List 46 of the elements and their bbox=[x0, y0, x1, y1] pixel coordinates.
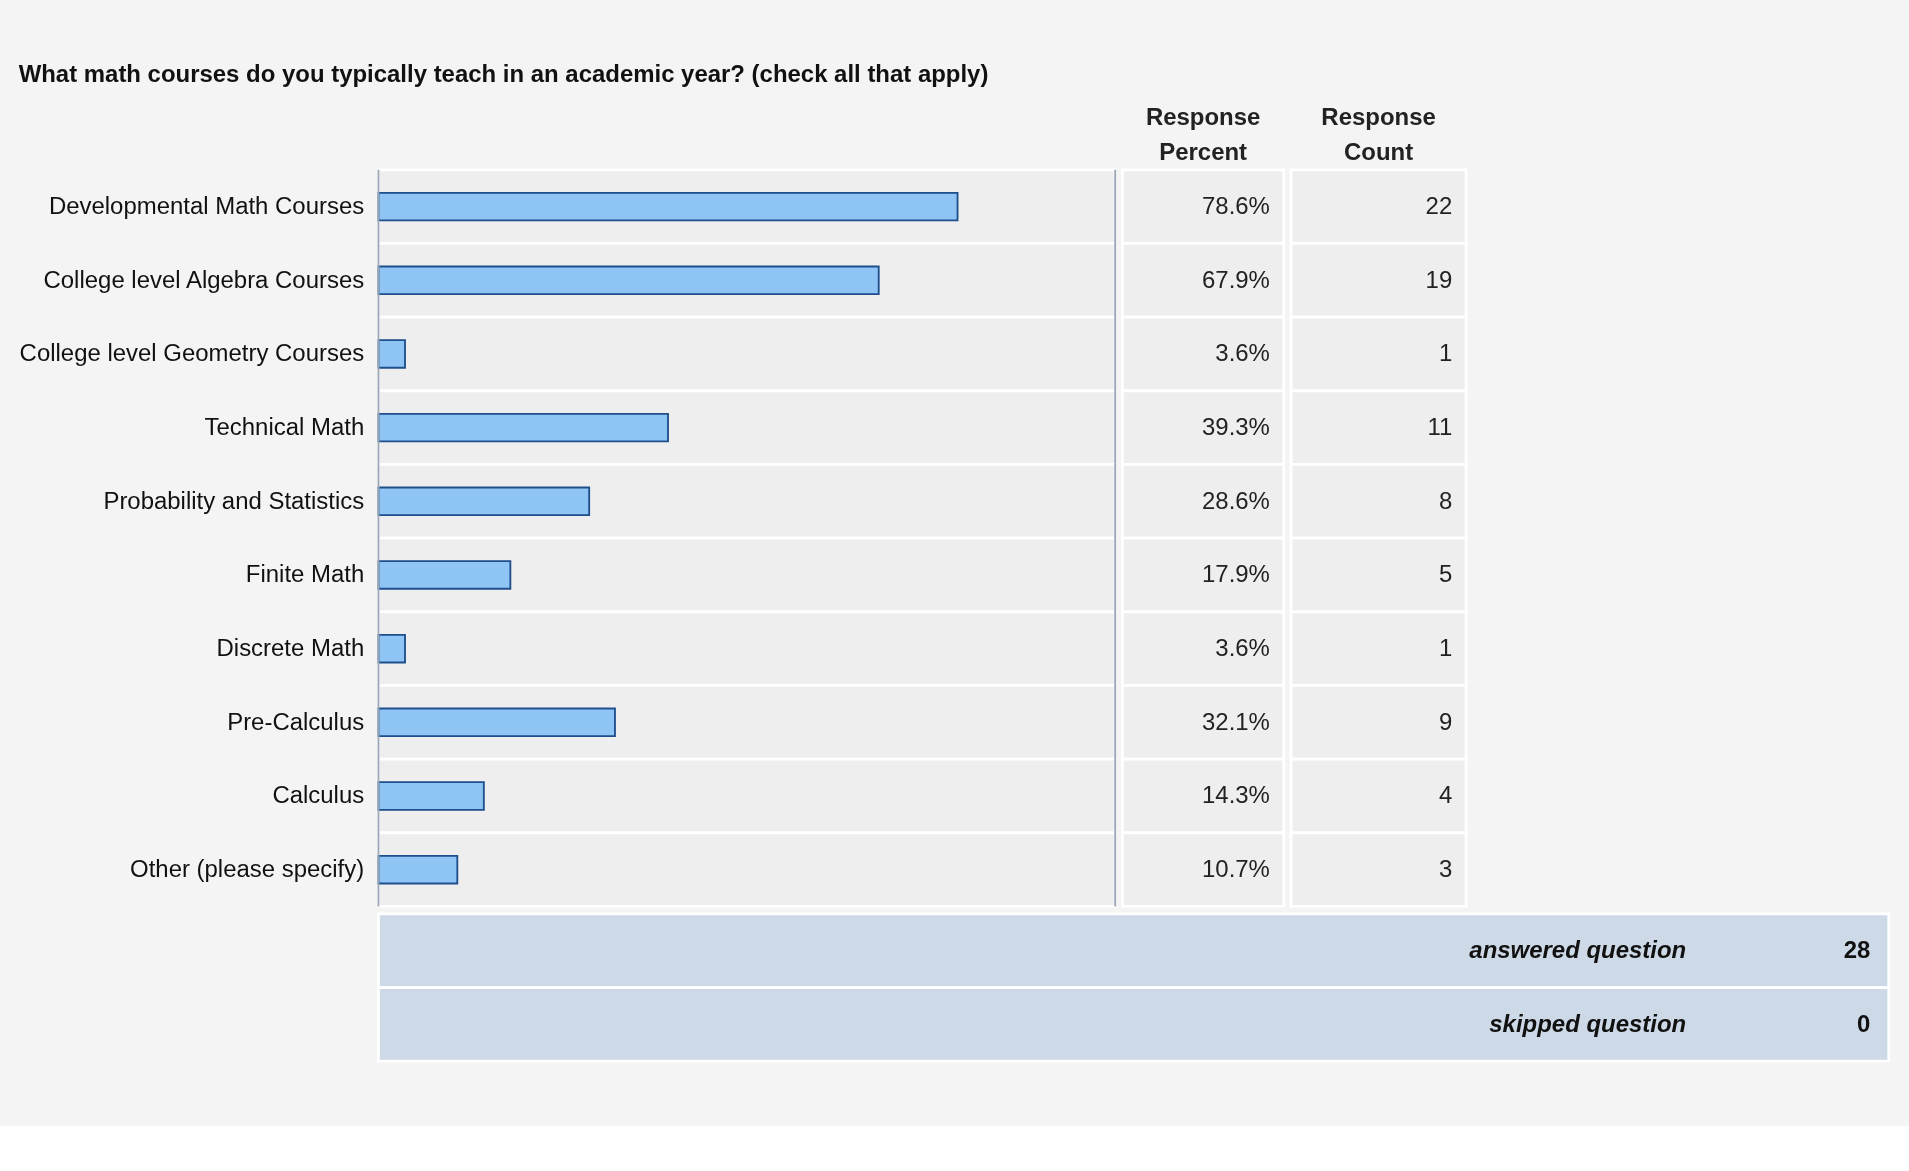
bar bbox=[377, 486, 591, 517]
bar bbox=[377, 707, 616, 738]
text: skipped question bbox=[1489, 1009, 1687, 1037]
data-label: 39.3% bbox=[1202, 413, 1270, 440]
bar bbox=[377, 854, 459, 885]
bar bbox=[377, 265, 880, 296]
text: 9 bbox=[1438, 707, 1453, 735]
y-tick-label: Developmental Math Courses bbox=[48, 191, 365, 219]
y-tick-label: College level Geometry Courses bbox=[19, 339, 365, 367]
data-label: 32.1% bbox=[1202, 707, 1270, 735]
bar bbox=[377, 339, 406, 369]
y-tick-label: Other (please specify) bbox=[130, 855, 365, 883]
data-label: 3.6% bbox=[1215, 634, 1270, 662]
text: 19 bbox=[1425, 265, 1453, 293]
chart-title: What math courses do you typically teach in an academic year? (check all that apply) bbox=[18, 60, 989, 88]
bar bbox=[377, 633, 406, 664]
data-label: 3.6% bbox=[1215, 339, 1270, 367]
data-label: 10.7% bbox=[1202, 855, 1270, 883]
y-tick-label: Discrete Math bbox=[216, 634, 365, 662]
text: 4 bbox=[1438, 781, 1453, 809]
data-label: 28.6% bbox=[1202, 486, 1270, 514]
y-tick-label: Probability and Statistics bbox=[103, 486, 365, 514]
y-tick-label: Pre-Calculus bbox=[227, 707, 365, 735]
bar bbox=[377, 560, 512, 590]
text: 0 bbox=[1856, 1009, 1871, 1037]
text: 11 bbox=[1427, 413, 1453, 440]
data-label: 14.3% bbox=[1202, 781, 1270, 809]
text: answered question bbox=[1469, 936, 1687, 964]
data-label: 67.9% bbox=[1202, 265, 1270, 293]
y-tick-label: College level Algebra Courses bbox=[43, 265, 365, 293]
bar bbox=[377, 781, 485, 811]
data-label: 17.9% bbox=[1202, 560, 1270, 588]
bar bbox=[377, 412, 669, 443]
data-label: 78.6% bbox=[1202, 191, 1270, 219]
text: Response Percent bbox=[1145, 103, 1261, 166]
text: 22 bbox=[1425, 191, 1453, 219]
text: 1 bbox=[1438, 634, 1453, 662]
y-tick-label: Calculus bbox=[272, 781, 365, 809]
y-tick-label: Technical Math bbox=[204, 413, 365, 440]
text: 5 bbox=[1438, 560, 1453, 588]
y-tick-label: Finite Math bbox=[245, 560, 365, 588]
text: 3 bbox=[1438, 855, 1453, 883]
text: 8 bbox=[1438, 486, 1453, 514]
text: 1 bbox=[1438, 339, 1453, 367]
text: 28 bbox=[1843, 936, 1871, 964]
text: Response Count bbox=[1321, 103, 1436, 166]
